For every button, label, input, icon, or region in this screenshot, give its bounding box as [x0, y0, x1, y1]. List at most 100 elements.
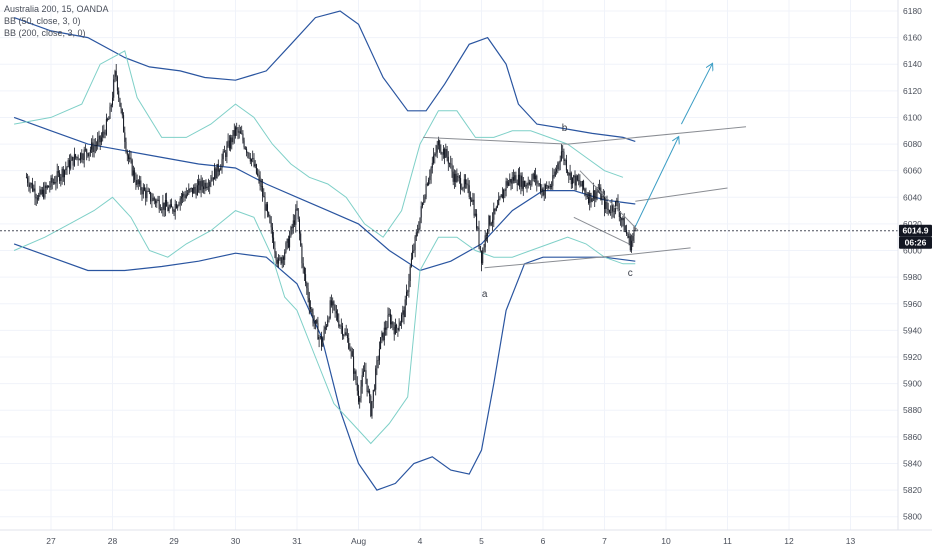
mid-channel-line[interactable]	[635, 187, 728, 202]
candle-body	[171, 204, 172, 208]
candle-body	[585, 191, 587, 196]
legend-symbol[interactable]: Australia 200, 15, OANDA	[4, 4, 109, 14]
candle-body	[563, 151, 565, 161]
candle-body	[254, 164, 256, 167]
candle-body	[358, 390, 359, 402]
price-tick-label: 5920	[903, 352, 922, 362]
candle-body	[279, 257, 281, 259]
candle-body	[367, 390, 369, 392]
forecast-2-line[interactable]	[680, 64, 712, 125]
candle-body	[281, 257, 283, 264]
candle-body	[327, 320, 329, 326]
candle-body	[184, 195, 186, 198]
lower-channel-1-line[interactable]	[484, 254, 630, 269]
candle-body	[204, 182, 206, 190]
candle-body	[278, 258, 280, 264]
candle-body	[343, 335, 345, 336]
candle-body	[225, 152, 227, 157]
candle-body	[91, 142, 93, 150]
candle-body	[317, 323, 319, 340]
candle-body	[531, 178, 533, 185]
time-tick-label: 30	[231, 536, 241, 546]
candle-body	[581, 181, 583, 187]
candle-body	[567, 170, 569, 173]
candle-body	[179, 198, 181, 205]
candle-body	[46, 185, 48, 188]
price-tick-label: 6140	[903, 59, 922, 69]
candle-body	[549, 185, 551, 187]
candle-body	[308, 298, 310, 307]
candle-body	[385, 327, 387, 330]
candle-body	[274, 247, 276, 253]
candle-body	[215, 168, 217, 179]
candle-body	[160, 209, 161, 210]
time-axis[interactable]: 27 28 29 30 31 Aug 4 5 6 7 10 11 12 13	[46, 536, 855, 546]
candle-body	[542, 188, 544, 196]
candle-body	[166, 200, 168, 207]
candle-body	[70, 160, 72, 169]
candle-body	[222, 151, 224, 160]
candle-body	[237, 129, 239, 133]
candle-body	[177, 205, 179, 209]
price-tick-label: 5840	[903, 458, 922, 468]
candle-body	[613, 211, 615, 212]
candle-body	[81, 153, 83, 160]
candle-body	[546, 185, 548, 187]
trend-drawings[interactable]	[423, 64, 747, 269]
candle-body	[292, 220, 294, 229]
candle-body	[196, 185, 198, 196]
candle-body	[559, 160, 561, 163]
candle-body	[337, 313, 339, 321]
candle-body	[268, 212, 270, 216]
candle-body	[594, 190, 596, 200]
candle-body	[335, 310, 337, 314]
candle-body	[173, 211, 175, 212]
candle-body	[303, 267, 305, 275]
candle-body	[415, 232, 417, 237]
candle-body	[96, 145, 97, 146]
candle-body	[139, 180, 141, 185]
candle-body	[50, 177, 52, 187]
candle-body	[340, 325, 342, 327]
candle-body	[145, 190, 147, 199]
candle-body	[553, 175, 555, 177]
candle-body	[235, 127, 236, 136]
candle-body	[212, 177, 214, 180]
candle-body	[551, 185, 553, 187]
candle-body	[466, 183, 468, 185]
upper-channel-1-line[interactable]	[423, 136, 568, 145]
candle-body	[565, 160, 567, 171]
candle-body	[469, 197, 471, 200]
candle-body	[621, 218, 623, 221]
candle-body	[200, 180, 202, 191]
candle-body	[536, 175, 538, 184]
wedge-top-line[interactable]	[579, 170, 639, 231]
candle-body	[248, 152, 250, 158]
candle-body	[76, 156, 78, 158]
candle-body	[501, 194, 503, 199]
lower-channel-2-line[interactable]	[629, 247, 691, 255]
legend-bb50[interactable]: BB (50, close, 3, 0)	[4, 16, 81, 26]
candle-body	[449, 163, 450, 165]
price-axis[interactable]: 5800 5820 5840 5860 5880 5900 5920 5940 5960 5980…	[903, 6, 922, 522]
candle-body	[32, 183, 34, 191]
forecast-1-line[interactable]	[634, 137, 678, 227]
candle-body	[423, 201, 425, 203]
candle-body	[520, 175, 522, 187]
candle-body	[616, 200, 618, 202]
legend-bb200[interactable]: BB (200, close, 3, 0)	[4, 28, 86, 38]
candle-body	[136, 180, 138, 185]
candle-body	[514, 175, 516, 181]
candle-body	[338, 320, 340, 327]
time-tick-label: 12	[784, 536, 794, 546]
candle-body	[130, 157, 132, 161]
candle-body	[105, 118, 107, 135]
candle-body	[146, 191, 148, 199]
countdown-value: 06:26	[905, 238, 927, 248]
candle-body	[377, 360, 379, 361]
candle-body	[260, 185, 262, 187]
upper-channel-2-line[interactable]	[567, 126, 747, 145]
candle-body	[40, 189, 42, 194]
candle-body	[345, 332, 347, 336]
